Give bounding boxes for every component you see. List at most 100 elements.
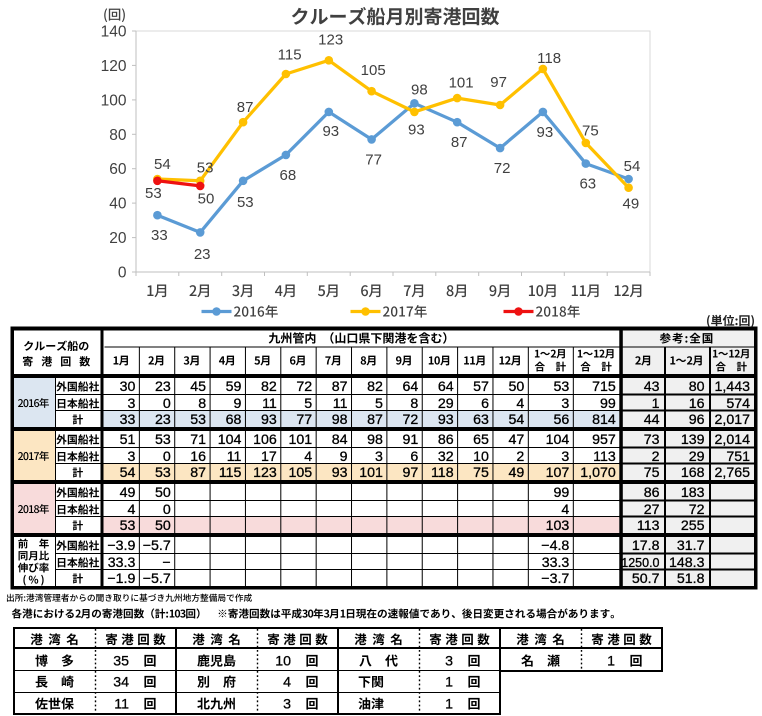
svg-text:99: 99 [554,485,570,501]
svg-text:98: 98 [411,82,428,99]
svg-text:87: 87 [367,412,383,428]
svg-text:63: 63 [579,176,596,193]
svg-text:5: 5 [375,396,383,412]
svg-text:29: 29 [438,396,454,412]
svg-text:53: 53 [120,518,136,534]
svg-text:56: 56 [554,412,570,428]
svg-text:63: 63 [473,412,489,428]
svg-text:60: 60 [109,161,127,178]
svg-text:123: 123 [318,32,343,49]
svg-text:183: 183 [681,485,705,501]
svg-text:72: 72 [689,502,705,518]
svg-text:20: 20 [109,230,127,247]
svg-text:33.3: 33.3 [108,555,136,571]
svg-text:16: 16 [689,396,705,412]
svg-text:1: 1 [445,697,453,713]
svg-text:255: 255 [681,518,705,534]
svg-text:53: 53 [190,412,206,428]
svg-text:27: 27 [644,502,660,518]
svg-text:2: 2 [652,449,660,465]
svg-text:33.3: 33.3 [542,555,570,571]
svg-text:140: 140 [101,24,127,41]
svg-text:87: 87 [237,99,254,116]
svg-text:77: 77 [296,412,312,428]
svg-text:53: 53 [145,185,162,202]
svg-text:75: 75 [644,465,660,481]
svg-text:9: 9 [340,449,348,465]
svg-text:86: 86 [644,485,660,501]
svg-text:87: 87 [190,465,206,481]
svg-text:80: 80 [689,379,705,395]
svg-text:64: 64 [438,379,454,395]
svg-text:50: 50 [155,518,171,534]
svg-text:123: 123 [253,465,277,481]
svg-text:6: 6 [481,396,489,412]
svg-text:72: 72 [494,160,511,177]
svg-text:3: 3 [375,449,383,465]
svg-text:33: 33 [120,412,136,428]
svg-text:0: 0 [118,265,127,282]
svg-text:10: 10 [473,449,489,465]
svg-text:50.7: 50.7 [632,571,660,587]
svg-text:44: 44 [644,412,660,428]
svg-text:1: 1 [607,654,615,670]
svg-text:49: 49 [623,196,640,213]
svg-text:118: 118 [537,50,561,67]
svg-text:2,017: 2,017 [714,412,750,428]
svg-text:104: 104 [546,432,570,448]
svg-text:−1.9: −1.9 [107,571,135,587]
svg-text:4: 4 [561,502,569,518]
svg-text:3: 3 [127,449,135,465]
svg-text:54: 54 [154,156,171,173]
svg-text:113: 113 [637,518,660,534]
svg-text:34: 34 [113,675,129,691]
svg-text:4: 4 [516,396,524,412]
svg-text:93: 93 [537,124,554,141]
svg-text:57: 57 [473,379,489,395]
svg-text:11: 11 [262,396,277,412]
svg-text:139: 139 [681,432,705,448]
svg-text:148.3: 148.3 [669,555,705,571]
svg-text:118: 118 [431,465,454,481]
svg-text:115: 115 [278,46,302,63]
svg-text:8: 8 [198,396,206,412]
svg-text:4: 4 [304,449,312,465]
svg-text:10: 10 [275,654,291,670]
svg-text:82: 82 [367,379,383,395]
svg-text:9: 9 [234,396,242,412]
svg-text:93: 93 [261,412,277,428]
svg-text:98: 98 [367,432,383,448]
svg-text:−3.7: −3.7 [541,571,569,587]
svg-text:4: 4 [127,502,135,518]
svg-text:50: 50 [155,485,171,501]
svg-text:45: 45 [190,379,206,395]
svg-text:100: 100 [101,92,127,109]
svg-text:11: 11 [114,697,129,713]
svg-text:99: 99 [600,396,616,412]
svg-text:107: 107 [546,465,570,481]
svg-text:97: 97 [402,465,418,481]
svg-text:3: 3 [127,396,135,412]
svg-text:98: 98 [332,412,348,428]
svg-text:0: 0 [163,449,171,465]
svg-text:71: 71 [190,432,206,448]
svg-text:53: 53 [197,159,214,176]
svg-text:50: 50 [198,191,215,208]
svg-text:97: 97 [490,74,507,91]
svg-text:101: 101 [288,432,312,448]
svg-text:101: 101 [359,465,383,481]
svg-text:104: 104 [218,432,242,448]
svg-text:115: 115 [219,465,242,481]
svg-text:814: 814 [592,412,616,428]
svg-text:51.8: 51.8 [677,571,705,587]
svg-text:105: 105 [361,62,386,79]
svg-text:957: 957 [592,432,616,448]
svg-text:32: 32 [438,449,454,465]
svg-text:3: 3 [283,697,291,713]
svg-text:1,070: 1,070 [580,465,616,481]
svg-text:80: 80 [109,127,127,144]
svg-text:93: 93 [322,123,339,140]
svg-text:54: 54 [624,158,641,175]
svg-text:49: 49 [120,485,136,501]
svg-text:751: 751 [726,449,750,465]
